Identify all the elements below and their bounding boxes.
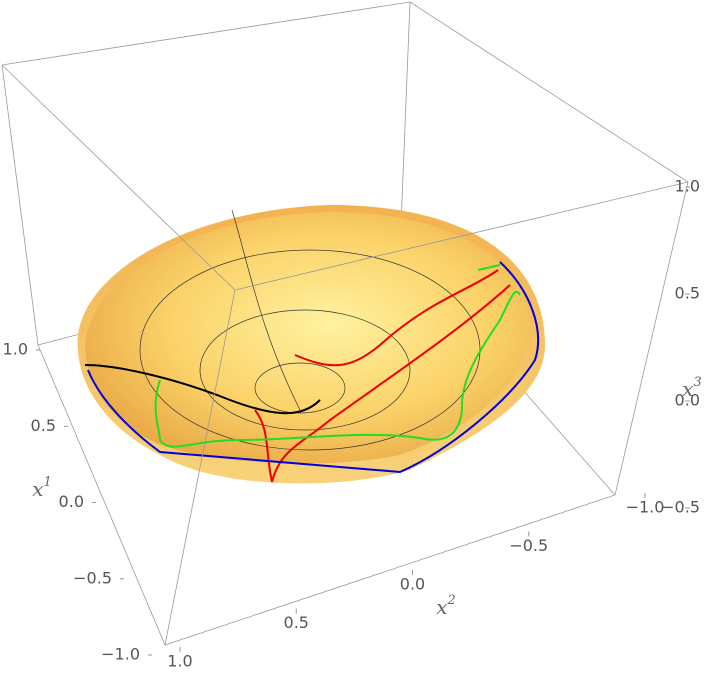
axis-label: x2 (436, 593, 456, 619)
tick-label: 0.0 (400, 575, 425, 594)
tick-label: 0.5 (284, 613, 309, 632)
box-front (1, 64, 689, 646)
axis-label-base: x (32, 477, 43, 501)
tick-label: 0.5 (31, 416, 56, 435)
axis-label-base: x (682, 377, 693, 401)
axis-label-sup: 1 (44, 475, 52, 490)
tick-label: −1.0 (626, 498, 665, 517)
tick-label: 1.0 (675, 177, 700, 196)
tick-label: 1.0 (3, 340, 28, 359)
tick-label: −1.0 (101, 645, 140, 664)
tick-label: −0.5 (661, 498, 700, 517)
tick-label: −0.5 (73, 568, 112, 587)
tick-label: 0.5 (675, 284, 700, 303)
box-back (1, 1, 689, 496)
tick-label: 0.0 (59, 492, 84, 511)
tick-label: 1.0 (167, 652, 192, 671)
surface (77, 205, 546, 484)
axis-label-sup: 3 (694, 375, 702, 390)
axis-label: x3 (682, 375, 702, 401)
axis-label-sup: 2 (447, 593, 456, 608)
tick-label: 0.0 (675, 391, 700, 410)
axis-label-base: x (436, 595, 447, 619)
tick-label: −0.5 (509, 536, 548, 555)
axis-label: x1 (32, 475, 52, 501)
